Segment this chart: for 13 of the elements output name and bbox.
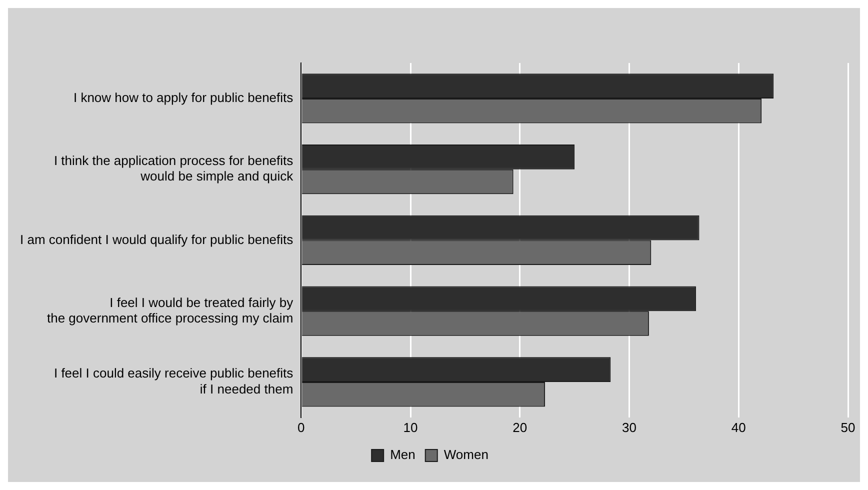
- x-tick-label: 50: [840, 420, 856, 435]
- legend-label: Men: [390, 447, 416, 462]
- x-tick-label: 0: [298, 420, 305, 435]
- x-tick-label: 40: [731, 420, 746, 435]
- x-tick-label: 10: [403, 420, 418, 435]
- y-tick-label: I feel I could easily receive public benefits if I needed them: [54, 366, 294, 396]
- y-tick-label: I feel I would be treated fairly by the government office processing my claim: [46, 294, 294, 326]
- x-tick-label: 20: [512, 420, 528, 435]
- y-tick-label: I am confident I would qualify for public benefits: [20, 232, 294, 247]
- x-tick-label: 30: [622, 420, 636, 435]
- y-tick-label: I know how to apply for public benefits: [73, 90, 294, 106]
- y-tick-label: I think the application process for benefits would be simple and quick: [54, 153, 294, 184]
- legend-label: Women: [444, 447, 488, 462]
